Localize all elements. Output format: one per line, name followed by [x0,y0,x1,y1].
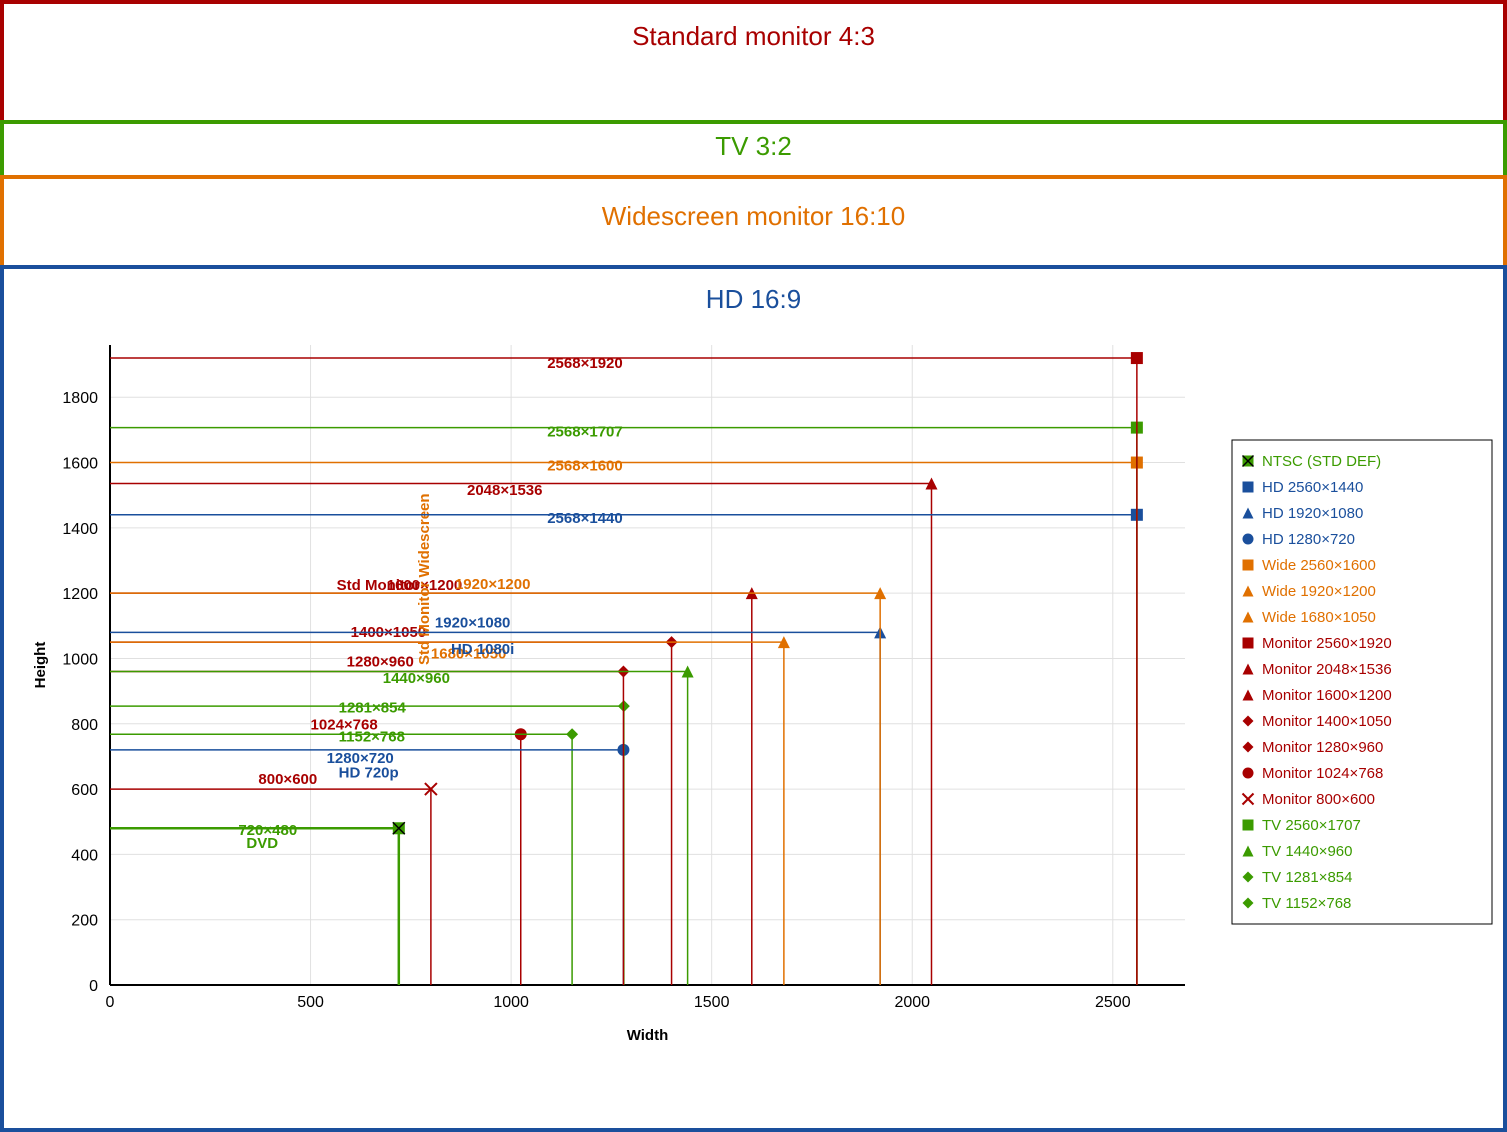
resolution-box: 1600×1200Std Monitor [110,577,758,985]
resolution-label-secondary: Std Monitor [337,577,420,594]
resolution-box: 1024×768 [110,716,527,985]
x-tick-label: 1500 [694,994,730,1011]
legend-item-label: NTSC (STD DEF) [1262,453,1381,470]
legend-item-label: TV 1440×960 [1262,843,1353,860]
x-tick-label: 2000 [894,994,930,1011]
resolution-label-secondary: Std Monitor Widescreen [416,493,433,665]
y-tick-label: 1000 [62,651,98,668]
resolution-label: 2568×1707 [547,423,623,440]
resolution-chart: Standard monitor 4:3 TV 3:2 Widescreen mon… [0,0,1507,1132]
resolution-label: 1152×768 [339,729,405,746]
legend-item-label: Wide 1680×1050 [1262,609,1376,626]
legend-item-label: Wide 1920×1200 [1262,583,1376,600]
legend-item-label: HD 1280×720 [1262,531,1355,548]
aspect-ratio-title: Standard monitor 4:3 [632,21,875,51]
legend-item-label: Monitor 1600×1200 [1262,687,1392,704]
resolution-label: 1280×960 [347,654,414,671]
y-tick-label: 400 [71,847,98,864]
resolution-label: 1920×1200 [455,576,530,593]
y-tick-label: 1600 [62,456,98,473]
y-tick-label: 200 [71,913,98,930]
x-tick-label: 500 [297,994,324,1011]
aspect-ratio-title: HD 16:9 [706,284,801,314]
aspect-ratio-title: Widescreen monitor 16:10 [602,201,905,231]
legend-item-label: Monitor 1024×768 [1262,765,1383,782]
resolution-box: 800×600 [110,771,437,985]
legend-item-label: HD 2560×1440 [1262,479,1363,496]
x-tick-label: 2500 [1095,994,1131,1011]
legend-item-label: TV 1281×854 [1262,869,1353,886]
x-tick-label: 0 [106,994,115,1011]
resolution-label: 2568×1920 [547,355,623,372]
legend-item-label: TV 2560×1707 [1262,817,1361,834]
y-tick-label: 1400 [62,521,98,538]
resolution-label: 2568×1440 [547,510,623,527]
resolution-label: 800×600 [258,771,317,788]
legend: NTSC (STD DEF) HD 2560×1440 HD 1920×1080 HD… [1232,440,1492,924]
y-tick-label: 1200 [62,586,98,603]
resolution-label: 1440×960 [383,670,450,687]
resolution-label-secondary: DVD [246,835,278,852]
resolution-label: 2048×1536 [467,482,543,499]
legend-item-label: TV 1152×768 [1262,895,1351,912]
resolution-box: 1280×720HD 720p [110,744,629,985]
legend-item-label: Monitor 1280×960 [1262,739,1383,756]
x-tick-label: 1000 [493,994,529,1011]
resolution-label-secondary: HD 1080i [451,641,514,658]
y-tick-label: 600 [71,782,98,799]
resolution-box: 2568×1600 [110,457,1143,985]
x-axis-label: Width [627,1027,669,1044]
legend-item-label: HD 1920×1080 [1262,505,1363,522]
resolution-label-secondary: HD 720p [339,765,399,782]
resolution-box: 720×480DVD [110,822,405,985]
legend-item-label: Monitor 2560×1920 [1262,635,1392,652]
y-tick-label: 800 [71,717,98,734]
resolution-box: 1920×1080 HD 1080i [110,614,886,985]
aspect-ratio-title: TV 3:2 [715,131,792,161]
plot-area: 0 500 1000 1500 2000 2500 0 200 400 600 800 1000 120… [32,345,1185,1044]
y-tick-label: 0 [89,978,98,995]
legend-item-label: Monitor 800×600 [1262,791,1375,808]
resolution-label: 1281×854 [339,699,407,716]
resolution-label: 1920×1080 [435,614,511,631]
legend-item-label: Monitor 2048×1536 [1262,661,1392,678]
y-tick-label: 1800 [62,390,98,407]
resolution-box: 1920×1200 [110,576,886,985]
legend-item-label: Wide 2560×1600 [1262,557,1376,574]
resolution-label: 2568×1600 [547,458,623,475]
legend-item-label: Monitor 1400×1050 [1262,713,1392,730]
y-axis-label: Height [32,642,49,689]
